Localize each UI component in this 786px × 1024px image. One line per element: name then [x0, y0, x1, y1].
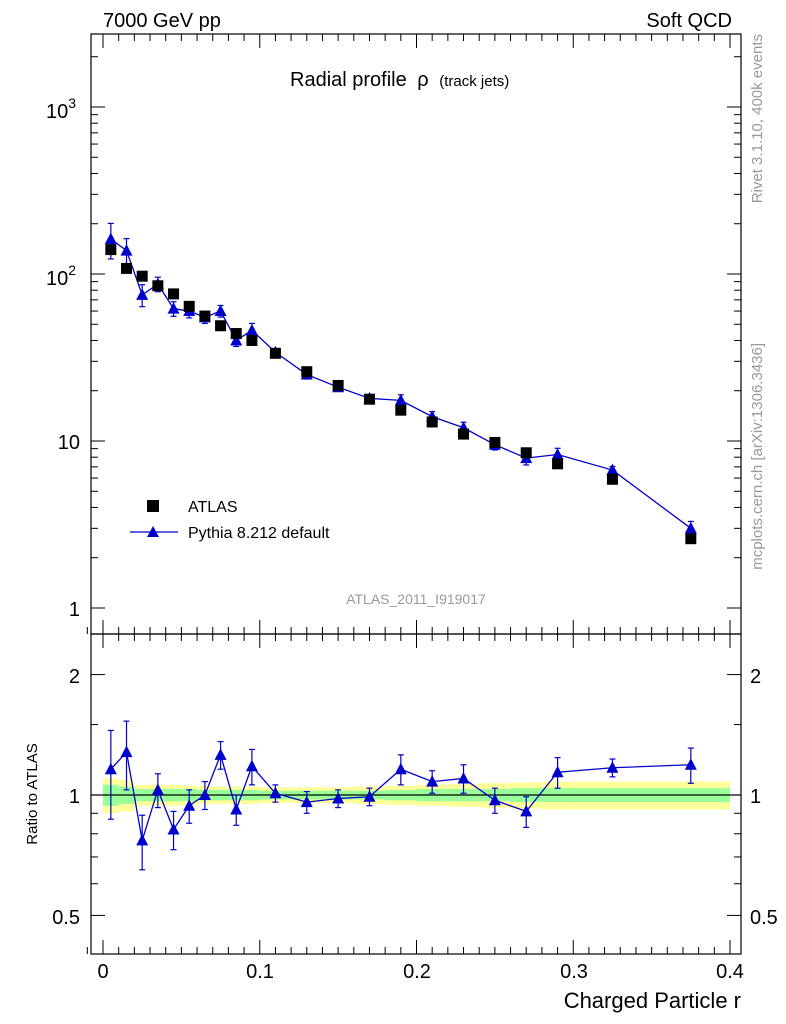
ratio-point — [151, 783, 164, 795]
data-point — [363, 393, 375, 405]
x-tick-label-0.1: 0.1 — [246, 961, 274, 983]
ratio-point — [214, 748, 227, 760]
mc-point — [120, 244, 133, 256]
y-tick-label-1000: 103 — [46, 95, 76, 123]
main-y-tick-labels: 103 102 10 1 — [46, 95, 80, 621]
ratio-point — [363, 790, 376, 802]
main-data-series — [105, 244, 697, 545]
mc-point — [684, 521, 697, 534]
ratio-point — [520, 804, 533, 817]
data-point — [332, 379, 344, 391]
x-axis-label: Charged Particle r — [564, 988, 741, 1013]
plot-title-subscript: (track jets) — [439, 73, 509, 90]
ratio-point — [488, 793, 501, 806]
data-point — [301, 366, 313, 378]
x-tick-labels: 0 0.1 0.2 0.3 0.4 — [97, 961, 743, 983]
data-point — [136, 270, 148, 282]
uncertainty-bands — [103, 778, 730, 814]
ratio-point — [245, 759, 258, 772]
data-point — [426, 416, 438, 428]
data-point — [121, 262, 133, 274]
y-tick-label-100: 102 — [46, 262, 76, 290]
ratio-y-axis-label: Ratio to ATLAS — [24, 743, 41, 844]
y-tick-label-1: 1 — [69, 599, 80, 621]
data-point — [489, 436, 501, 448]
ratio-point — [269, 786, 282, 799]
ratio-tick-label-right-0.5: 0.5 — [750, 907, 778, 929]
data-point — [230, 328, 242, 340]
plot-title-symbol: ρ — [417, 69, 428, 91]
ratio-point — [684, 758, 697, 770]
mc-point — [214, 304, 227, 317]
ratio-tick-label-right-1: 1 — [750, 786, 761, 808]
ratio-point — [606, 761, 619, 773]
ratio-point — [426, 775, 439, 787]
x-tick-label-0.2: 0.2 — [403, 961, 431, 983]
data-point — [458, 428, 470, 440]
mc-point — [104, 232, 117, 245]
legend-data-marker — [147, 500, 159, 512]
ratio-tick-label-left-0.5: 0.5 — [52, 907, 80, 929]
mc-point — [167, 302, 180, 314]
ratio-point — [120, 745, 133, 758]
mc-point — [230, 333, 243, 346]
legend-mc-label: Pythia 8.212 default — [188, 525, 330, 542]
data-point — [552, 458, 564, 470]
plot-title-main: Radial profile — [290, 69, 407, 91]
mc-point — [551, 448, 564, 460]
data-point — [395, 404, 407, 416]
rivet-version-label: Rivet 3.1.10, 400k events — [749, 34, 766, 203]
data-point — [152, 280, 164, 292]
data-point — [606, 473, 618, 485]
ratio-point — [104, 762, 117, 775]
ratio-point — [332, 792, 345, 804]
ratio-mc-series — [104, 720, 697, 871]
header-right: Soft QCD — [646, 10, 732, 32]
ratio-y-tick-labels: 2 1 0.5 2 1 0.5 — [52, 666, 778, 929]
mc-point — [136, 288, 149, 300]
axis-ticks — [86, 34, 741, 954]
header-left: 7000 GeV pp — [103, 10, 221, 32]
mc-point — [606, 463, 619, 476]
ratio-point — [394, 762, 407, 775]
data-point — [685, 533, 697, 545]
ratio-point — [198, 788, 211, 800]
legend-mc-marker — [147, 526, 159, 537]
data-point — [269, 347, 281, 359]
x-tick-label-0: 0 — [97, 961, 108, 983]
data-point — [215, 320, 227, 332]
data-point — [105, 244, 117, 256]
mc-point — [245, 323, 258, 336]
y-tick-label-10: 10 — [58, 432, 80, 454]
legend: ATLAS Pythia 8.212 default — [130, 499, 330, 542]
ratio-tick-label-right-2: 2 — [750, 666, 761, 688]
analysis-id-label: ATLAS_2011_I919017 — [346, 591, 486, 607]
data-point — [183, 300, 195, 312]
ratio-tick-label-left-1: 1 — [69, 786, 80, 808]
mcplots-reference-label: mcplots.cern.ch [arXiv:1306.3436] — [749, 343, 766, 570]
x-tick-label-0.3: 0.3 — [560, 961, 588, 983]
data-point — [168, 288, 180, 300]
legend-data-label: ATLAS — [188, 499, 238, 516]
ratio-series-line — [110, 750, 691, 841]
data-point — [199, 310, 211, 322]
ratio-point — [230, 802, 243, 815]
mc-series-line — [110, 238, 692, 529]
ratio-point — [167, 822, 180, 835]
x-tick-label-0.4: 0.4 — [716, 961, 744, 983]
ratio-point — [136, 833, 149, 846]
ratio-tick-label-left-2: 2 — [69, 666, 80, 688]
ratio-point — [300, 795, 313, 808]
ratio-point — [457, 771, 470, 784]
main-plot-frame — [90, 33, 742, 635]
ratio-point — [551, 765, 564, 778]
ratio-point — [183, 799, 196, 811]
mc-point — [394, 393, 407, 406]
data-point — [520, 447, 532, 459]
plot-title: Radial profile ρ (track jets) — [290, 69, 509, 91]
main-mc-series — [104, 222, 697, 537]
data-point — [246, 334, 258, 346]
